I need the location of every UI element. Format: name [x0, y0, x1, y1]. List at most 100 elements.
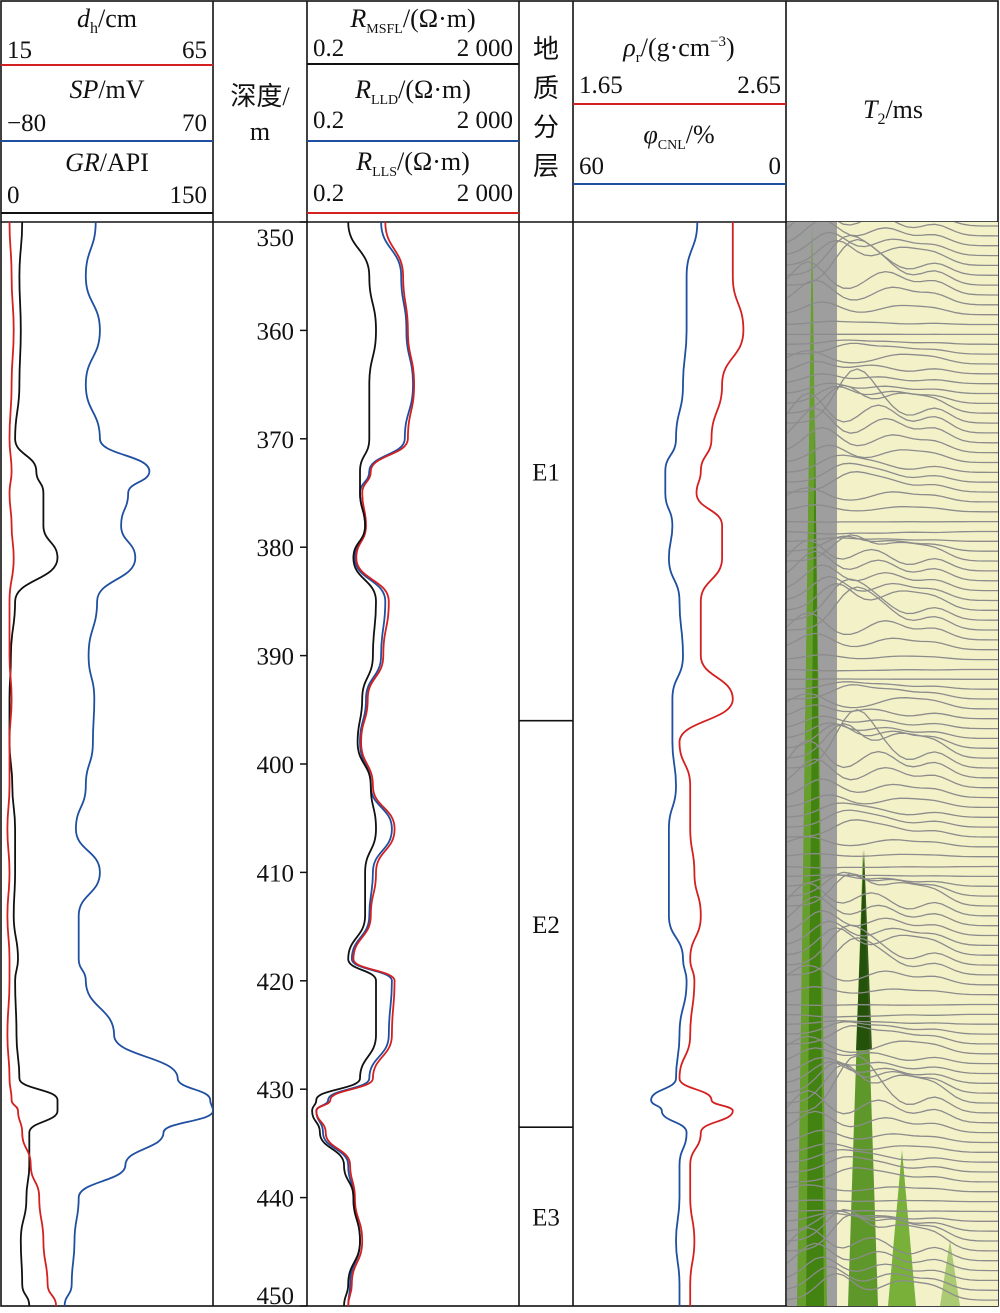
t2-spectrum-line [787, 1272, 998, 1301]
lld-min: 0.2 [313, 107, 344, 134]
lld-max: 2 000 [457, 107, 513, 134]
t2-spectrum-line [787, 537, 998, 542]
t2-spectrum-line [787, 964, 998, 986]
depth-tick-label: 380 [257, 535, 295, 562]
header-strata: 地 质 分 层 [533, 35, 559, 181]
t2-spectrum-line [787, 1063, 998, 1104]
track-1-curves [6, 222, 213, 1306]
density-curve [678, 222, 745, 1306]
t2-peak-2 [806, 420, 824, 1306]
t2-spectrum-line [787, 722, 998, 759]
t2-spectrum-line [787, 1148, 998, 1163]
sp-curve [63, 222, 213, 1306]
msfl-min: 0.2 [313, 35, 344, 62]
depth-tick-label: 440 [257, 1186, 295, 1213]
depth-title: 深度/ [230, 82, 290, 111]
t2-spectrum-line [787, 1013, 998, 1018]
t2-spectrum-line [787, 320, 998, 326]
t2-peak-4 [856, 850, 872, 1050]
t2-spectrum-line [787, 342, 998, 355]
t2-spectrum-line [787, 920, 998, 947]
t2-spectrum-line [787, 238, 998, 286]
t2-spectrum-line [787, 520, 998, 523]
t2-peak-5 [888, 1150, 916, 1306]
t2-spectrum-line [787, 722, 998, 740]
t2-spectrum-line [787, 582, 998, 611]
t2-spectrum-line [787, 279, 998, 306]
t2-spectrum-line [787, 564, 998, 592]
t2-spectrum-line [787, 1167, 998, 1183]
t2-spectrum-line [787, 986, 998, 996]
strata-label: E2 [532, 912, 560, 939]
depth-tick-label: 390 [257, 644, 295, 671]
t2-spectrum-line [787, 535, 998, 552]
t2-spectrum-line [787, 349, 998, 365]
header-depth: 深度/ m [230, 82, 290, 146]
caliper-min: 15 [7, 37, 32, 64]
t2-spectrum-line [787, 360, 998, 375]
t2-spectrum-line [787, 234, 998, 276]
header-t2: T2/ms [863, 95, 923, 128]
t2-spectrum-line [787, 1021, 998, 1035]
t2-spectrum-line [787, 611, 998, 641]
sp-min: −80 [7, 110, 46, 137]
t2-spectrum-line [787, 758, 998, 789]
t2-spectrum-line [787, 382, 998, 395]
t2-peak-6 [940, 1240, 960, 1306]
density-title: ρr/(g·cm−3) [622, 33, 734, 66]
t2-spectrum-line [787, 1047, 998, 1065]
t2-spectrum-line [787, 836, 998, 848]
t2-spectrum-line [787, 708, 998, 769]
t2-spectrum-line [787, 222, 998, 247]
t2-spectrum-line [787, 1061, 998, 1084]
t2-spectrum-line [787, 462, 998, 483]
density-max: 2.65 [737, 72, 781, 99]
t2-spectrum-line [953, 222, 998, 227]
caliper-title: dh/cm [77, 4, 137, 37]
t2-spectrum-line [787, 222, 998, 237]
t2-spectrum-line [787, 426, 998, 454]
t2-spectrum-line [787, 575, 998, 602]
neutron-title: φCNL/% [643, 120, 714, 153]
lls-min: 0.2 [313, 180, 344, 207]
t2-spectrum-line [787, 1265, 998, 1291]
t2-spectrum-line [787, 1110, 998, 1134]
msfl-max: 2 000 [457, 35, 513, 62]
t2-spectrum-line [787, 261, 998, 296]
msfl-curve [311, 222, 377, 1306]
t2-spectrum-line [787, 865, 998, 869]
depth-tick-label: 360 [257, 318, 295, 345]
t2-spectrum-line [787, 632, 998, 651]
t2-spectrum-line [787, 852, 998, 858]
t2-spectrum-line [787, 927, 998, 956]
t2-spectrum-line [787, 1025, 998, 1045]
strata-char-4: 层 [533, 152, 559, 181]
density-min: 1.65 [579, 72, 623, 99]
t2-spectrum-line [787, 339, 998, 345]
lls-title: RLLS/(Ω·m) [355, 147, 470, 180]
t2-title: T2/ms [863, 95, 923, 128]
t2-spectrum-line [787, 723, 998, 749]
t2-spectrum-line [787, 550, 998, 582]
t2-spectrum-line [787, 471, 998, 493]
t2-spectrum-line [787, 1199, 998, 1203]
t2-spectrum-line [787, 1056, 998, 1075]
t2-spectrum-line [787, 809, 998, 828]
t2-spectrum-line [787, 1184, 998, 1193]
header-track-1: dh/cm 15 65 SP/mV −80 70 GR/API 0 150 [1, 4, 213, 214]
t2-spectrum-line [787, 530, 998, 535]
t2-spectrum-line [787, 1155, 998, 1173]
t2-spectrum-line [787, 578, 998, 621]
lls-max: 2 000 [457, 180, 513, 207]
header-density-neutron: ρr/(g·cm−3) 1.65 2.65 φCNL/% 60 0 [573, 33, 786, 185]
density-neutron-curves [650, 222, 745, 1306]
t2-spectrum-line [787, 1209, 998, 1213]
strata-char-1: 地 [533, 35, 559, 64]
t2-spectrum-line [787, 1035, 998, 1055]
strata-char-2: 质 [533, 74, 559, 103]
depth-tick-label: 400 [257, 752, 295, 779]
t2-spectrum-line [787, 373, 998, 385]
caliper-curve [6, 222, 57, 1306]
gr-max: 150 [170, 182, 208, 209]
caliper-max: 65 [182, 37, 207, 64]
